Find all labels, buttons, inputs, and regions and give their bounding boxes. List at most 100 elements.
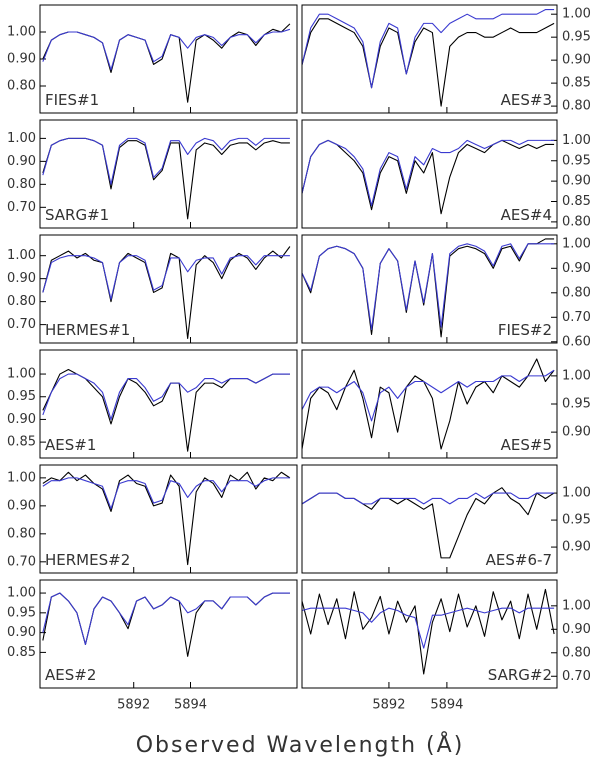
y-tick-label: 1.00 — [7, 367, 36, 382]
y-tick-label: 1.00 — [562, 368, 591, 383]
y-tick-label: 0.90 — [7, 271, 36, 286]
panel-label: FIES#2 — [498, 321, 552, 339]
y-tick-label: 1.00 — [562, 486, 591, 501]
y-tick-label: 0.90 — [562, 540, 591, 555]
spectrum-line — [302, 139, 555, 215]
panel-frame — [39, 4, 298, 114]
y-tick-label: 0.95 — [7, 389, 36, 404]
panel-frame — [301, 464, 558, 574]
panel-label: FIES#1 — [45, 91, 99, 109]
x-tick-label: 5894 — [430, 698, 463, 713]
spectrum-line — [302, 487, 555, 559]
panel-label: SARG#2 — [488, 666, 552, 684]
panel-frame — [301, 579, 558, 689]
panel-frame — [39, 349, 298, 459]
y-tick-label: 0.70 — [562, 310, 591, 325]
y-tick-label: 0.80 — [7, 526, 36, 541]
x-tick-label: 5892 — [117, 698, 150, 713]
y-tick-label: 0.90 — [7, 625, 36, 640]
y-tick-label: 0.70 — [7, 554, 36, 569]
y-tick-label: 0.85 — [562, 76, 591, 91]
y-tick-label: 1.00 — [7, 25, 36, 40]
y-tick-label: 1.00 — [7, 131, 36, 146]
plot-area — [302, 238, 555, 338]
y-tick-label: 0.95 — [7, 605, 36, 620]
panel-label: AES#3 — [501, 91, 552, 109]
y-tick-label: 1.00 — [562, 133, 591, 148]
y-tick-label: 0.85 — [7, 435, 36, 450]
plot-area — [42, 471, 291, 566]
x-axis-label: Observed Wavelength (Å) — [136, 731, 465, 758]
plot-area — [302, 487, 555, 559]
y-tick-label: 1.00 — [7, 248, 36, 263]
y-tick-label: 0.95 — [562, 153, 591, 168]
panel-label: HERMES#1 — [45, 321, 130, 339]
y-tick-label: 0.70 — [562, 669, 591, 684]
spectrum-line — [302, 139, 555, 207]
panel-frame — [301, 234, 558, 344]
y-tick-label: 0.95 — [562, 397, 591, 412]
y-tick-label: 0.90 — [562, 53, 591, 68]
y-tick-label: 0.80 — [562, 99, 591, 114]
plot-area — [42, 592, 290, 657]
panel-frame — [39, 119, 298, 229]
y-tick-label: 0.90 — [562, 174, 591, 189]
plot-area — [302, 358, 555, 450]
panel-frame — [39, 579, 298, 689]
panel-label: SARG#1 — [45, 206, 109, 224]
panel-frame — [39, 234, 298, 344]
y-tick-label: 0.80 — [7, 79, 36, 94]
spectrum-line — [42, 471, 291, 566]
spectrum-line — [42, 592, 290, 646]
y-tick-label: 1.00 — [562, 236, 591, 251]
y-tick-label: 0.70 — [7, 200, 36, 215]
panel-frame — [301, 4, 558, 114]
plot-area — [42, 23, 291, 103]
y-tick-label: 0.90 — [7, 412, 36, 427]
spectrum-line — [302, 607, 555, 649]
spectrum-line — [302, 243, 555, 331]
spectrum-line — [302, 369, 555, 422]
spectrum-line — [42, 137, 290, 185]
y-tick-label: 0.85 — [562, 194, 591, 209]
spectrum-line — [42, 255, 290, 300]
y-tick-label: 0.90 — [7, 52, 36, 67]
y-tick-label: 0.90 — [562, 425, 591, 440]
plot-area — [302, 139, 555, 215]
y-tick-label: 0.60 — [562, 334, 591, 349]
y-tick-label: 1.00 — [7, 470, 36, 485]
x-tick-label: 5892 — [372, 698, 405, 713]
plot-area — [42, 368, 290, 452]
panel-label: AES#4 — [501, 206, 552, 224]
panel-label: AES#1 — [45, 436, 96, 454]
y-tick-label: 0.70 — [7, 317, 36, 332]
panel-frame — [301, 119, 558, 229]
y-tick-label: 0.80 — [7, 177, 36, 192]
y-tick-label: 1.00 — [562, 7, 591, 22]
plot-area — [42, 246, 291, 339]
spectrum-line — [302, 9, 555, 89]
y-tick-label: 1.00 — [562, 598, 591, 613]
panel-label: AES#5 — [501, 436, 552, 454]
spectrum-line — [302, 492, 555, 505]
spectrum-line — [42, 477, 290, 510]
y-tick-label: 0.80 — [7, 294, 36, 309]
panel-label: AES#6-7 — [486, 551, 552, 569]
x-tick-label: 5894 — [174, 698, 207, 713]
y-tick-label: 0.90 — [7, 154, 36, 169]
y-tick-label: 0.90 — [562, 261, 591, 276]
y-tick-label: 0.80 — [562, 214, 591, 229]
y-tick-label: 0.90 — [7, 498, 36, 513]
plot-area — [302, 588, 555, 675]
plot-area — [302, 9, 555, 107]
spectrum-line — [302, 588, 555, 675]
y-tick-label: 0.90 — [562, 622, 591, 637]
panel-label: HERMES#2 — [45, 551, 130, 569]
y-tick-label: 1.00 — [7, 586, 36, 601]
y-tick-label: 0.80 — [562, 645, 591, 660]
y-tick-label: 0.95 — [562, 513, 591, 528]
panel-frame — [39, 464, 298, 574]
y-tick-label: 0.85 — [7, 645, 36, 660]
